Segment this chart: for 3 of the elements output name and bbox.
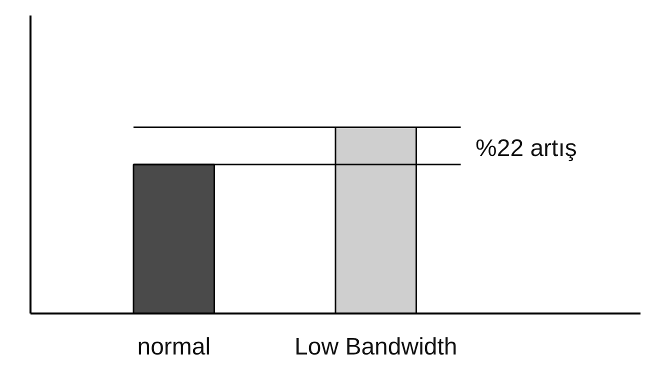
text: %22 artış bbox=[476, 135, 577, 162]
x-tick-label: Low Bandwidth bbox=[294, 334, 458, 360]
x-tick-label: normal bbox=[137, 334, 211, 360]
